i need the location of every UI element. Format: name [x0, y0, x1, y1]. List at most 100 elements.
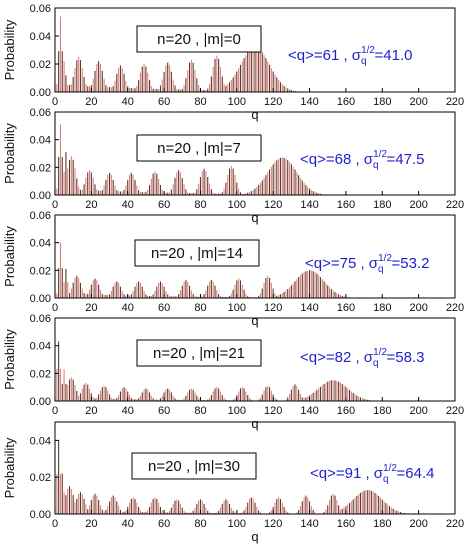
x-tick-label: 180: [373, 199, 391, 211]
x-tick-label: 0: [52, 518, 58, 530]
x-tick-label: 100: [228, 302, 246, 314]
x-tick-label: 80: [194, 405, 206, 417]
x-tick-label: 140: [300, 518, 318, 530]
x-tick-label: 180: [373, 96, 391, 108]
x-axis-label: q: [251, 416, 258, 431]
state-label-box: [136, 134, 262, 162]
y-tick-label: 0.04: [30, 135, 51, 147]
y-tick-label: 0.04: [30, 341, 51, 353]
y-tick-label: 0.06: [30, 313, 51, 325]
x-tick-label: 20: [85, 405, 97, 417]
x-tick-label: 220: [446, 518, 464, 530]
x-tick-label: 140: [300, 405, 318, 417]
x-tick-label: 80: [194, 199, 206, 211]
x-tick-label: 180: [373, 302, 391, 314]
state-label: n=20 , |m|=14: [151, 245, 243, 262]
x-tick-label: 220: [446, 96, 464, 108]
x-tick-label: 160: [337, 96, 355, 108]
y-tick-label: 0.00: [30, 509, 51, 521]
y-tick-label: 0.06: [30, 3, 51, 15]
y-tick-label: 0.04: [30, 238, 51, 250]
x-tick-label: 120: [264, 518, 282, 530]
x-axis-label: q: [251, 529, 258, 544]
panel-2: 0 20 40 60 80 100 120 140 160 180 200 220 0.00 0.02 0.…: [2, 107, 464, 225]
y-axis-label: Probability: [2, 226, 17, 287]
x-tick-label: 100: [228, 199, 246, 211]
x-tick-label: 160: [337, 302, 355, 314]
x-tick-label: 20: [85, 96, 97, 108]
x-tick-label: 120: [264, 199, 282, 211]
stats-annotation: <q>=61 , σ1/2 q =41.0: [288, 45, 413, 67]
y-tick-label: 0.00: [30, 87, 51, 99]
y-tick-label: 0.06: [30, 210, 51, 222]
y-tick-label: 0.06: [30, 107, 51, 119]
x-tick-label: 60: [158, 518, 170, 530]
x-tick-label: 0: [52, 302, 58, 314]
x-tick-label: 160: [337, 199, 355, 211]
panel-1: 0 20 40 60 80 100 120 140 160 180 200 220 0.00 0.02 0.…: [2, 3, 464, 122]
x-tick-label: 220: [446, 405, 464, 417]
x-tick-label: 40: [122, 96, 134, 108]
x-tick-label: 40: [122, 199, 134, 211]
x-axis-label: q: [251, 107, 258, 122]
y-tick-label: 0.04: [30, 435, 51, 447]
x-tick-label: 160: [337, 518, 355, 530]
x-tick-label: 100: [228, 405, 246, 417]
x-tick-label: 0: [52, 96, 58, 108]
y-tick-label: 0.02: [30, 368, 51, 380]
x-tick-label: 100: [228, 96, 246, 108]
stats-annotation: <q>=75 , σ1/2 q =53.2: [305, 253, 430, 275]
x-tick-label: 220: [446, 199, 464, 211]
x-tick-label: 200: [409, 199, 427, 211]
x-tick-label: 180: [373, 518, 391, 530]
x-tick-label: 120: [264, 302, 282, 314]
y-tick-label: 0.02: [30, 162, 51, 174]
x-tick-label: 40: [122, 518, 134, 530]
x-tick-label: 80: [194, 518, 206, 530]
y-tick-label: 0.00: [30, 190, 51, 202]
plot-frame: [54, 7, 456, 93]
x-tick-label: 220: [446, 302, 464, 314]
x-tick-label: 140: [300, 199, 318, 211]
plot-frame: [54, 214, 456, 299]
panel-3: 0 20 40 60 80 100 120 140 160 180 200 220 0.00 0.02 0.…: [2, 210, 464, 328]
state-label: n=20 , |m|=30: [148, 458, 240, 475]
x-tick-label: 120: [264, 96, 282, 108]
x-tick-label: 60: [158, 199, 170, 211]
y-tick-label: 0.02: [30, 265, 51, 277]
x-tick-label: 120: [264, 405, 282, 417]
panel-4: 0 20 40 60 80 100 120 140 160 180 200 220 0.00 0.02 0.…: [2, 313, 464, 431]
x-tick-label: 200: [409, 405, 427, 417]
y-tick-label: 0.00: [30, 396, 51, 408]
x-tick-label: 0: [52, 405, 58, 417]
x-tick-label: 20: [85, 518, 97, 530]
x-axis-label: q: [251, 210, 258, 225]
y-tick-label: 0.00: [30, 293, 51, 305]
state-label-box: [136, 339, 262, 367]
x-tick-label: 200: [409, 96, 427, 108]
x-tick-label: 20: [85, 302, 97, 314]
x-tick-label: 100: [228, 518, 246, 530]
state-label-box: [131, 452, 257, 480]
x-tick-label: 60: [158, 302, 170, 314]
stats-annotation: <q>=82 , σ1/2 q =58.3: [300, 347, 425, 369]
x-tick-label: 20: [85, 199, 97, 211]
stats-annotation: <q>=91 , σ1/2 q =64.4: [310, 463, 435, 485]
x-tick-label: 140: [300, 96, 318, 108]
y-tick-label: 0.04: [30, 31, 51, 43]
x-tick-label: 180: [373, 405, 391, 417]
x-tick-label: 80: [194, 96, 206, 108]
y-tick-label: 0.02: [30, 59, 51, 71]
stats-annotation: <q>=68 , σ1/2 q =47.5: [300, 149, 425, 171]
x-tick-label: 200: [409, 302, 427, 314]
plot-frame: [54, 111, 456, 196]
state-label: n=20 , |m|=21: [153, 345, 245, 362]
y-axis-label: Probability: [2, 437, 17, 498]
x-axis-label: q: [251, 313, 258, 328]
x-tick-label: 0: [52, 199, 58, 211]
x-tick-label: 140: [300, 302, 318, 314]
x-tick-label: 200: [409, 518, 427, 530]
x-tick-label: 40: [122, 302, 134, 314]
y-axis-label: Probability: [2, 329, 17, 390]
